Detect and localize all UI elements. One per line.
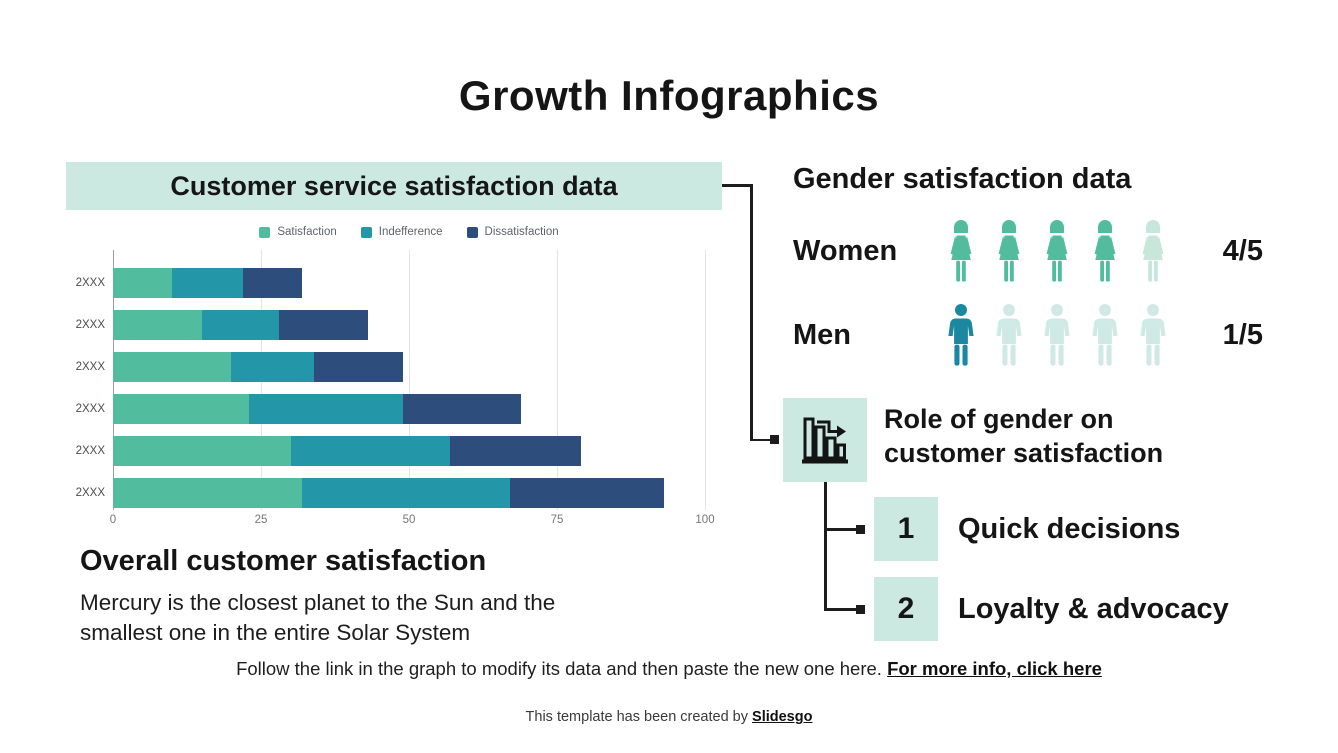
chart-category-labels: 2XXX 2XXX 2XXX 2XXX 2XXX 2XXX bbox=[0, 250, 105, 510]
category-label: 2XXX bbox=[75, 445, 105, 457]
man-icon bbox=[1039, 303, 1075, 367]
bar-segment-satisfaction bbox=[113, 352, 232, 382]
x-tick-label: 50 bbox=[402, 514, 416, 526]
bar-segment-dissatisfaction bbox=[403, 394, 522, 424]
legend-item: Dissatisfaction bbox=[466, 226, 559, 238]
x-tick-label: 25 bbox=[254, 514, 268, 526]
bar-segment-dissatisfaction bbox=[278, 310, 368, 340]
x-tick-label: 75 bbox=[550, 514, 564, 526]
category-label: 2XXX bbox=[75, 487, 105, 499]
category-label: 2XXX bbox=[75, 277, 105, 289]
bar-segment-indefference bbox=[290, 436, 451, 466]
bar-segment-indefference bbox=[172, 268, 244, 298]
footer-note-text: Follow the link in the graph to modify i… bbox=[236, 658, 888, 679]
item-label: Loyalty & advocacy bbox=[958, 593, 1229, 625]
credit-text: This template has been created by bbox=[525, 709, 753, 725]
bar-segment-dissatisfaction bbox=[509, 478, 664, 508]
item-number-badge: 1 bbox=[874, 497, 938, 561]
connector-line bbox=[750, 438, 772, 441]
chart-x-axis: 0 25 50 75 100 bbox=[109, 514, 715, 530]
item-label: Quick decisions bbox=[958, 513, 1181, 545]
woman-icon bbox=[1039, 219, 1075, 283]
legend-swatch-icon bbox=[360, 226, 372, 238]
woman-icon bbox=[1087, 219, 1123, 283]
connector-line bbox=[722, 184, 752, 187]
left-section-header: Customer service satisfaction data bbox=[66, 162, 722, 210]
slidesgo-link[interactable]: Slidesgo bbox=[752, 709, 813, 725]
role-icon-box bbox=[783, 398, 867, 482]
bar-row bbox=[113, 394, 705, 424]
men-score: 1/5 bbox=[1222, 318, 1263, 351]
women-label: Women bbox=[793, 234, 898, 267]
legend-swatch-icon bbox=[466, 226, 478, 238]
chart-caption-title: Overall customer satisfaction bbox=[80, 545, 487, 577]
women-rating-icons bbox=[943, 219, 1171, 283]
bar-segment-satisfaction bbox=[113, 310, 202, 340]
connector-arrow-square-icon bbox=[856, 524, 865, 534]
bar-segment-dissatisfaction bbox=[243, 268, 303, 298]
role-heading: Role of gender on customer satisfaction bbox=[884, 404, 1164, 468]
connector-line bbox=[750, 184, 753, 440]
bar-segment-indefference bbox=[201, 310, 279, 340]
x-tick-label: 100 bbox=[695, 514, 715, 526]
credit-line: This template has been created by Slides… bbox=[0, 709, 1338, 725]
gridline bbox=[705, 250, 706, 510]
woman-icon bbox=[1135, 219, 1171, 283]
connector-line bbox=[824, 482, 827, 610]
woman-icon bbox=[943, 219, 979, 283]
bar-row bbox=[113, 478, 705, 508]
man-icon bbox=[991, 303, 1027, 367]
connector-line bbox=[824, 528, 858, 531]
bar-segment-indefference bbox=[302, 478, 510, 508]
category-label: 2XXX bbox=[75, 319, 105, 331]
bar-row bbox=[113, 268, 705, 298]
man-icon bbox=[1135, 303, 1171, 367]
bar-chart-trend-icon bbox=[802, 417, 848, 464]
bar-segment-dissatisfaction bbox=[314, 352, 404, 382]
bar-row bbox=[113, 436, 705, 466]
chart-caption-text: Mercury is the closest planet to the Sun… bbox=[80, 590, 556, 645]
women-score: 4/5 bbox=[1222, 234, 1263, 267]
legend-label: Indefference bbox=[378, 226, 443, 238]
bar-segment-indefference bbox=[231, 352, 315, 382]
connector-line bbox=[824, 608, 858, 611]
x-tick-label: 0 bbox=[109, 514, 117, 526]
gender-row: Women 4/5 bbox=[793, 218, 1263, 284]
connector-arrow-square-icon bbox=[770, 435, 779, 444]
man-icon bbox=[1087, 303, 1123, 367]
bar-segment-satisfaction bbox=[113, 394, 250, 424]
bar-segment-dissatisfaction bbox=[450, 436, 581, 466]
more-info-link[interactable]: For more info, click here bbox=[887, 658, 1102, 679]
legend-item: Satisfaction bbox=[259, 226, 337, 238]
gridline bbox=[557, 250, 558, 510]
men-label: Men bbox=[793, 318, 851, 351]
woman-icon bbox=[991, 219, 1027, 283]
bar-row bbox=[113, 352, 705, 382]
category-label: 2XXX bbox=[75, 403, 105, 415]
gender-section-title: Gender satisfaction data bbox=[793, 163, 1132, 195]
page-title: Growth Infographics bbox=[458, 72, 880, 119]
legend-label: Dissatisfaction bbox=[484, 226, 559, 238]
bar-segment-satisfaction bbox=[113, 478, 303, 508]
connector-arrow-square-icon bbox=[856, 604, 865, 614]
footer-note: Follow the link in the graph to modify i… bbox=[0, 658, 1338, 680]
chart-legend: Satisfaction Indefference Dissatisfaction bbox=[113, 226, 705, 238]
bar-segment-indefference bbox=[249, 394, 404, 424]
bar-segment-satisfaction bbox=[113, 436, 291, 466]
gridline bbox=[409, 250, 410, 510]
bar-row bbox=[113, 310, 705, 340]
item-number-badge: 2 bbox=[874, 577, 938, 641]
legend-item: Indefference bbox=[360, 226, 443, 238]
gender-row: Men 1/5 bbox=[793, 302, 1263, 368]
legend-label: Satisfaction bbox=[277, 226, 337, 238]
bar-segment-satisfaction bbox=[113, 268, 173, 298]
legend-swatch-icon bbox=[259, 226, 271, 238]
men-rating-icons bbox=[943, 303, 1171, 367]
category-label: 2XXX bbox=[75, 361, 105, 373]
man-icon bbox=[943, 303, 979, 367]
chart-plot bbox=[113, 250, 706, 510]
